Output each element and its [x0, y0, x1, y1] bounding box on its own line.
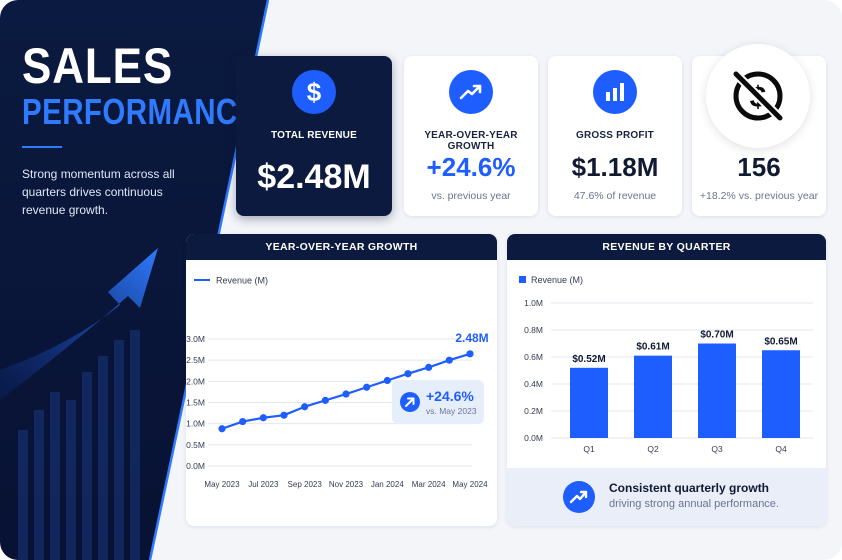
y-tick-label: 0.5M [186, 440, 205, 450]
kpi-card-yoy-growth: YEAR-OVER-YEAR GROWTH +24.6% vs. previou… [404, 56, 538, 216]
kpi-label: GROSS PROFIT [576, 130, 654, 141]
x-tick-label: Nov 2023 [329, 480, 364, 489]
y-tick-label: 3.0M [186, 334, 205, 344]
y-tick-label: 2.5M [186, 355, 205, 365]
end-value-label: 2.48M [455, 331, 488, 345]
legend-label: Revenue (M) [531, 275, 583, 285]
bar-value-label: $0.52M [572, 354, 605, 365]
y-tick-label: 2.0M [186, 376, 205, 386]
y-tick-label: 1.5M [186, 398, 205, 408]
data-point [425, 363, 433, 371]
y-tick-label: 0.2M [524, 406, 543, 416]
data-point [342, 390, 350, 398]
data-point [321, 396, 329, 404]
x-tick-label: May 2024 [452, 480, 488, 489]
bar [762, 350, 800, 438]
y-tick-label: 0.4M [524, 379, 543, 389]
hero-subtitle: PERFORMANCE [22, 91, 258, 132]
y-tick-label: 0.0M [524, 433, 543, 443]
quarterly-growth-footer: Consistent quarterly growth driving stro… [507, 468, 826, 526]
legend-label: Revenue (M) [216, 276, 268, 286]
hero-background [0, 0, 270, 560]
legend-swatch [519, 276, 526, 283]
bar [570, 367, 608, 438]
hero-description: Strong momentum across all quarters driv… [22, 167, 175, 217]
bar-value-label: $0.61M [636, 342, 669, 353]
hero-panel: SALES PERFORMANCE Strong momentum across… [0, 0, 280, 560]
kpi-card-total-revenue: $ TOTAL REVENUE $2.48M [236, 56, 392, 216]
y-tick-label: 0.8M [524, 325, 543, 335]
kpi-card-gross-profit: GROSS PROFIT $1.18M 47.6% of revenue [548, 56, 682, 216]
y-tick-label: 0.6M [524, 352, 543, 362]
y-tick-label: 0.0M [186, 461, 205, 471]
hero-title: SALES [22, 38, 174, 94]
data-point [239, 417, 247, 426]
no-dollar-icon: $ [706, 44, 810, 148]
footer-subtitle: driving strong annual performance. [609, 498, 779, 510]
hero-divider [22, 146, 62, 148]
x-tick-label: Mar 2024 [412, 480, 446, 489]
callout-note: vs. May 2023 [426, 406, 477, 416]
bar-value-label: $0.70M [700, 330, 733, 341]
skyline-decoration [18, 330, 140, 560]
x-tick-label: May 2023 [204, 480, 240, 489]
svg-text:$: $ [307, 77, 322, 107]
arrow-up-right-icon [400, 392, 420, 412]
x-tick-label: Jan 2024 [371, 480, 404, 489]
data-point [404, 370, 412, 378]
data-point [363, 383, 371, 391]
x-tick-label: Q2 [647, 444, 659, 454]
data-point [218, 425, 226, 433]
x-tick-label: Jul 2023 [248, 480, 279, 489]
growth-arrow-decoration [0, 248, 158, 400]
trend-up-icon [563, 481, 595, 513]
bar-chart: Revenue (M) 0.0M 0.2M 0.4M 0.6M 0.8M 1.0M $0.52… [519, 275, 813, 454]
data-point [466, 350, 474, 358]
y-tick-label: 1.0M [524, 298, 543, 308]
kpi-label: TOTAL REVENUE [271, 130, 357, 141]
bar-chart-icon [593, 70, 637, 114]
kpi-value: $2.48M [257, 158, 371, 196]
dollar-icon: $ [292, 70, 336, 114]
y-tick-label: 1.0M [186, 419, 205, 429]
bar [634, 355, 672, 438]
kpi-label: YEAR-OVER-YEAR GROWTH [424, 130, 518, 152]
bar [698, 343, 736, 438]
data-point [301, 403, 309, 411]
trend-up-icon [449, 70, 493, 114]
kpi-note: vs. previous year [431, 190, 511, 202]
bar-value-label: $0.65M [764, 336, 797, 347]
kpi-note: +18.2% vs. previous year [699, 190, 819, 202]
data-point [445, 356, 453, 364]
kpi-value: $1.18M [571, 152, 659, 182]
growth-callout: +24.6% vs. May 2023 [392, 380, 484, 424]
bar-chart-title: REVENUE BY QUARTER [507, 234, 826, 260]
footer-title: Consistent quarterly growth [609, 481, 770, 495]
x-tick-label: Q4 [775, 444, 787, 454]
callout-value: +24.6% [426, 388, 474, 404]
x-tick-label: Q1 [583, 444, 595, 454]
kpi-note: 47.6% of revenue [573, 190, 657, 202]
x-tick-label: Sep 2023 [288, 480, 323, 489]
kpi-value: +24.6% [426, 152, 516, 182]
line-chart-title: YEAR-OVER-YEAR GROWTH [186, 234, 497, 260]
x-tick-label: Q3 [711, 444, 723, 454]
data-point [280, 411, 288, 419]
data-point [383, 376, 391, 385]
kpi-value: 156 [737, 152, 781, 182]
data-point [259, 414, 267, 422]
